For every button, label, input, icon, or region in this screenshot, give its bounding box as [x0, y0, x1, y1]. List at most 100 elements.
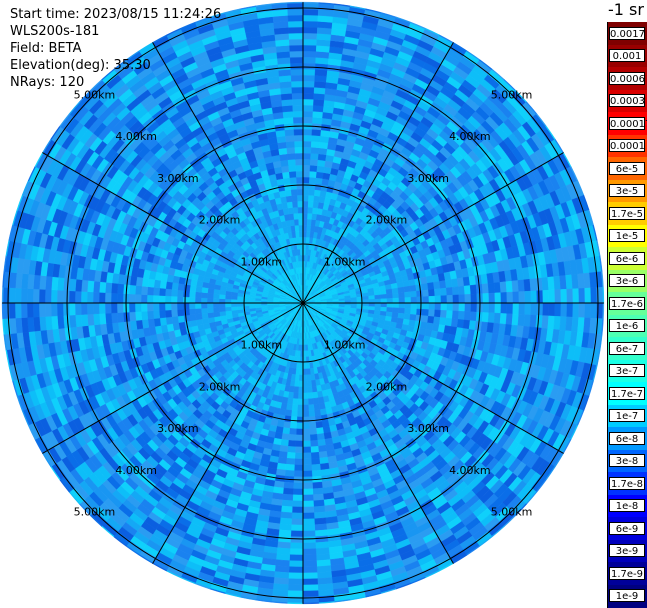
data-cell [111, 313, 118, 323]
data-cell [293, 105, 303, 111]
data-cell [183, 303, 189, 309]
data-cell [446, 311, 453, 319]
data-cell [237, 300, 243, 303]
data-cell [287, 147, 295, 154]
data-cell [292, 201, 298, 207]
data-cell [543, 290, 549, 303]
data-cell [295, 153, 303, 159]
data-cell [178, 316, 185, 323]
data-cell [129, 294, 135, 303]
data-cell [297, 189, 303, 195]
data-cell [313, 494, 324, 501]
data-cell [296, 177, 303, 183]
data-cell [286, 458, 295, 465]
data-cell [292, 501, 303, 507]
data-cell [293, 207, 298, 213]
data-cell [405, 297, 411, 303]
data-cell [453, 303, 459, 311]
data-cell [313, 488, 323, 495]
data-cell [531, 291, 537, 303]
data-cell [447, 295, 453, 303]
data-cell [375, 303, 381, 307]
data-cell [290, 537, 303, 543]
data-cell [69, 303, 75, 315]
data-cell [93, 281, 100, 292]
data-cell [283, 488, 293, 495]
data-cell [416, 309, 422, 316]
data-cell [303, 69, 315, 75]
data-cell [489, 303, 495, 313]
data-cell [543, 303, 549, 316]
data-cell [277, 57, 290, 64]
data-cell [81, 314, 88, 326]
data-cell [483, 293, 489, 303]
data-cell [303, 489, 313, 495]
data-cell [311, 147, 319, 154]
data-cell [495, 303, 501, 313]
data-cell [295, 453, 303, 459]
data-cell [299, 375, 303, 381]
data-cell [314, 518, 326, 525]
data-cell [433, 317, 440, 325]
data-cell [105, 282, 112, 293]
data-cell [293, 489, 303, 495]
data-cell [195, 308, 201, 314]
data-cell [311, 135, 320, 142]
data-cell [312, 392, 318, 399]
data-cell [303, 549, 316, 555]
data-cell [171, 310, 178, 317]
data-cell [427, 316, 434, 323]
data-cell [542, 277, 549, 290]
data-cell [295, 459, 303, 465]
data-cell [289, 213, 294, 220]
data-cell [316, 422, 323, 429]
data-cell [303, 405, 309, 411]
data-cell [308, 398, 314, 404]
data-cell [303, 393, 308, 399]
data-cell [57, 316, 64, 329]
data-cell [166, 281, 173, 289]
data-cell [458, 311, 465, 320]
data-cell [231, 306, 237, 310]
data-cell [292, 404, 298, 410]
data-cell [410, 291, 416, 297]
data-cell [300, 237, 303, 243]
data-cell [225, 299, 231, 303]
data-cell [495, 293, 501, 303]
data-cell [405, 303, 411, 309]
data-cell [111, 303, 117, 313]
data-cell [445, 280, 452, 288]
data-cell [381, 294, 387, 299]
data-cell [429, 296, 435, 303]
data-cell [465, 294, 471, 303]
data-cell [219, 307, 225, 312]
data-cell [312, 470, 321, 477]
data-cell [171, 303, 177, 310]
data-cell [177, 303, 183, 310]
data-cell [69, 291, 75, 303]
data-cell [381, 303, 387, 307]
data-cell [507, 303, 513, 314]
data-cell [380, 290, 387, 295]
data-cell [141, 311, 148, 320]
data-cell [393, 293, 399, 298]
data-cell [81, 291, 87, 303]
data-cell [159, 310, 166, 318]
data-cell [291, 69, 303, 75]
data-cell [312, 117, 322, 124]
data-cell [282, 99, 293, 106]
data-cell [87, 292, 93, 303]
data-cell [195, 292, 201, 298]
data-cell [295, 447, 303, 453]
data-cell [410, 309, 416, 315]
data-cell [303, 165, 310, 171]
data-cell [165, 296, 171, 303]
data-cell [417, 297, 423, 303]
data-cell [519, 303, 525, 315]
data-cell [369, 299, 375, 303]
data-cell [153, 303, 159, 311]
data-cell [284, 416, 291, 423]
data-cell [404, 286, 411, 292]
data-cell [308, 404, 314, 410]
data-cell [458, 286, 465, 295]
